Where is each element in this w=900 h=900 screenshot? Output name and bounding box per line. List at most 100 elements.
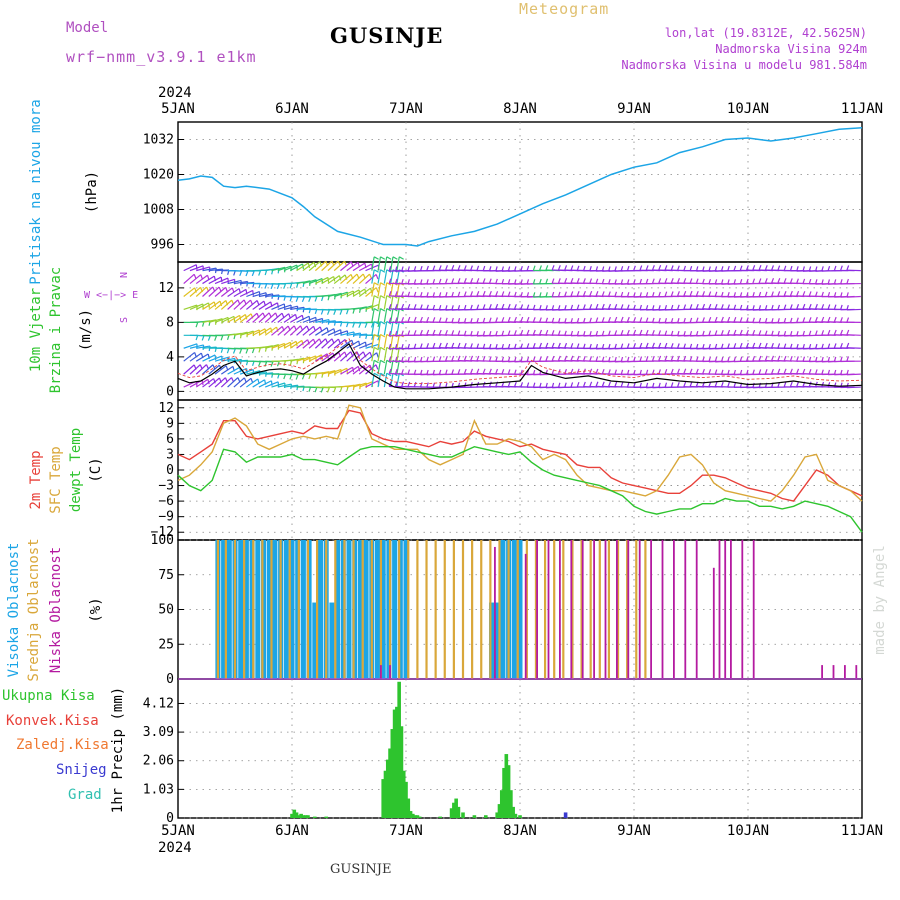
wind-barb-flag — [370, 322, 374, 328]
wind-barb-flag — [664, 355, 668, 361]
wind-barb — [195, 353, 209, 362]
wind-barb-flag — [720, 330, 724, 336]
wind-barb-flag — [320, 309, 324, 315]
wind-barb — [359, 305, 373, 311]
mid-cloud-bar — [224, 540, 227, 679]
wind-barb-flag — [401, 381, 405, 387]
wind-barb-flag — [651, 305, 655, 311]
wind-barb-flag — [614, 304, 618, 310]
wind-barb-flag — [419, 279, 423, 285]
wind-barb-flag — [764, 265, 768, 271]
wind-barb-flag — [419, 356, 423, 362]
wind-barb-flag — [589, 304, 593, 310]
wind-barb-flag — [739, 292, 743, 298]
model-label: Model — [66, 20, 109, 36]
wind-barb-flag — [526, 382, 530, 388]
low-cloud-bar — [547, 540, 550, 679]
wind-barb-flag — [758, 278, 762, 284]
wind-barb-flag — [689, 304, 693, 310]
wind-barb — [258, 380, 272, 388]
wind-barb-flag — [645, 305, 649, 311]
wind-barb-flag — [639, 292, 642, 298]
wind-barb-flag — [827, 304, 831, 310]
mid-cloud-bar — [288, 540, 291, 679]
wind-barb-flag — [821, 266, 824, 272]
wind-barb-flag — [488, 266, 492, 272]
wind-barb — [383, 269, 388, 284]
wind-barb-flag — [601, 266, 605, 272]
wind-barb-flag — [564, 318, 567, 324]
wind-barb-flag — [733, 292, 736, 298]
wind-barb-flag — [532, 279, 536, 285]
temp-dew-line — [177, 445, 863, 533]
wind-barb-flag — [576, 304, 580, 310]
wind-barb-flag — [620, 304, 624, 310]
wind-barb-flag — [702, 278, 705, 284]
wind-barb-flag — [639, 329, 643, 335]
wind-barb-flag — [457, 291, 461, 297]
wind-barb-flag — [827, 382, 831, 388]
wind-barb-flag — [576, 278, 580, 284]
wind-barb-flag — [677, 291, 680, 297]
wind-barb — [346, 340, 360, 349]
wind-barb-flag — [733, 369, 736, 375]
high-cloud-bar — [352, 540, 358, 679]
wind-barb — [252, 292, 267, 298]
wind-barb-flag — [376, 352, 379, 358]
low-cloud-bar — [627, 540, 630, 679]
wind-barb-flag — [633, 343, 636, 349]
wind-barb — [214, 365, 227, 375]
high-cloud-bar — [517, 540, 523, 679]
x-tick-label-bottom: 6JAN — [275, 823, 309, 839]
wind-barb-flag — [651, 355, 655, 362]
wind-barb — [233, 377, 245, 388]
wind-barb-flag — [401, 291, 404, 297]
wind-barb-flag — [651, 291, 655, 298]
wind-barb-flag — [739, 356, 743, 362]
wind-barb-flag — [407, 303, 411, 310]
wind-barb-flag — [386, 320, 392, 325]
wind-barb-flag — [207, 379, 210, 385]
wind-barb-flag — [526, 304, 530, 310]
wind-barb-flag — [470, 368, 474, 374]
wind-barb — [202, 301, 215, 310]
wind-barb-flag — [251, 271, 255, 277]
wind-barb-flag — [796, 381, 800, 387]
wind-barb-flag — [451, 278, 455, 284]
wind-barb-flag — [426, 356, 429, 362]
wind-barb-flag — [373, 372, 379, 377]
wind-barb-flag — [520, 291, 523, 298]
wind-barb-flag — [380, 346, 386, 351]
wind-barb-flag — [413, 356, 417, 363]
wind-barb-flag — [545, 382, 548, 388]
wind-barb — [283, 313, 296, 323]
wind-barb-flag — [727, 356, 730, 362]
wind-barb — [239, 289, 254, 298]
wind-barb-flag — [333, 387, 337, 393]
wind-barb — [321, 320, 336, 323]
mid-cloud-bar — [370, 540, 373, 679]
wind-barb-flag — [670, 318, 674, 324]
wind-barb-flag — [463, 304, 467, 311]
wind-barb-flag — [482, 317, 486, 323]
wind-barb-flag — [380, 372, 386, 377]
low-cloud-bar — [494, 546, 496, 679]
wind-barb-flag — [702, 266, 705, 272]
wind-barb — [239, 368, 254, 375]
wind-barb — [333, 274, 346, 285]
wind-barb-flag — [513, 381, 517, 387]
x-tick-label-top: 11JAN — [841, 101, 883, 117]
wind-barb-flag — [226, 334, 230, 341]
wind-barb-flag — [507, 356, 511, 362]
wind-barb-flag — [239, 270, 243, 277]
wind-barb — [227, 377, 239, 388]
wind-barb-flag — [695, 278, 699, 284]
wind-barb-flag — [601, 291, 605, 297]
wind-barb — [315, 327, 328, 336]
wind-barb-flag — [727, 343, 730, 349]
wind-barb-flag — [570, 330, 574, 336]
wind-barb-flag — [545, 329, 549, 336]
wind-barb-flag — [321, 296, 324, 302]
wind-barb-flag — [495, 291, 499, 297]
mid-cloud-bar — [416, 540, 419, 679]
